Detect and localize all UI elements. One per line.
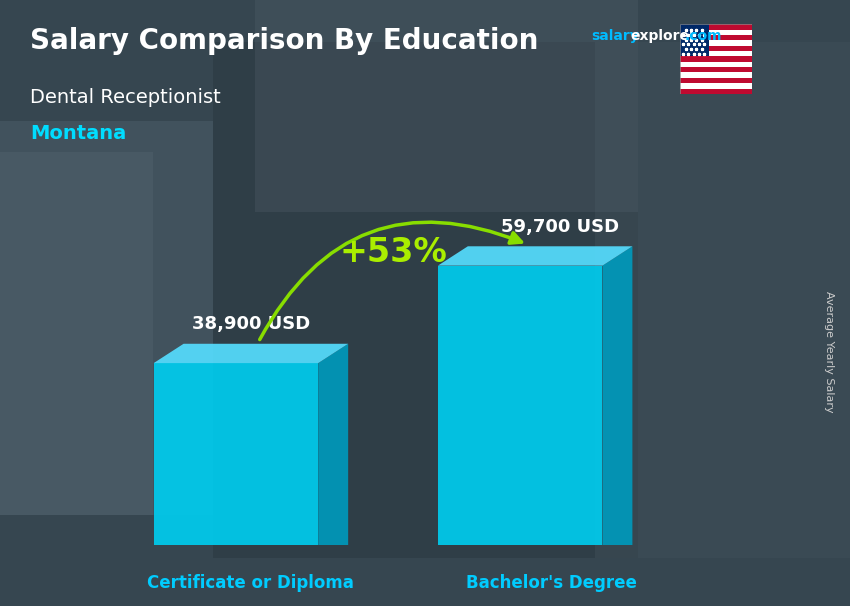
Bar	[680, 24, 709, 56]
Text: Montana: Montana	[30, 124, 126, 143]
Bar	[680, 35, 752, 41]
Text: 59,700 USD: 59,700 USD	[501, 218, 619, 236]
Bar	[680, 78, 752, 83]
Text: .com: .com	[685, 29, 722, 43]
Bar	[595, 42, 850, 558]
Bar	[680, 24, 752, 30]
Text: salary: salary	[591, 29, 638, 43]
Text: Salary Comparison By Education: Salary Comparison By Education	[30, 27, 538, 55]
Bar	[680, 88, 752, 94]
Bar	[680, 56, 752, 62]
Polygon shape	[154, 363, 318, 545]
Polygon shape	[154, 344, 348, 363]
Bar	[0, 152, 153, 515]
Bar	[680, 51, 752, 56]
Bar	[680, 73, 752, 78]
Bar	[0, 121, 212, 515]
Bar	[680, 67, 752, 73]
Polygon shape	[318, 344, 348, 545]
Bar	[255, 0, 638, 212]
Text: explorer: explorer	[631, 29, 697, 43]
Text: Bachelor's Degree: Bachelor's Degree	[466, 573, 637, 591]
Text: +53%: +53%	[339, 236, 447, 269]
Bar	[212, 42, 638, 558]
Polygon shape	[603, 246, 632, 545]
Text: Average Yearly Salary: Average Yearly Salary	[824, 291, 834, 412]
Polygon shape	[438, 246, 632, 265]
Bar	[680, 30, 752, 35]
Text: Dental Receptionist: Dental Receptionist	[30, 88, 220, 107]
Bar	[680, 45, 752, 51]
Text: 38,900 USD: 38,900 USD	[192, 315, 310, 333]
Bar	[680, 62, 752, 67]
Polygon shape	[438, 265, 603, 545]
Bar	[680, 41, 752, 45]
Text: Certificate or Diploma: Certificate or Diploma	[148, 573, 354, 591]
Bar	[680, 83, 752, 88]
